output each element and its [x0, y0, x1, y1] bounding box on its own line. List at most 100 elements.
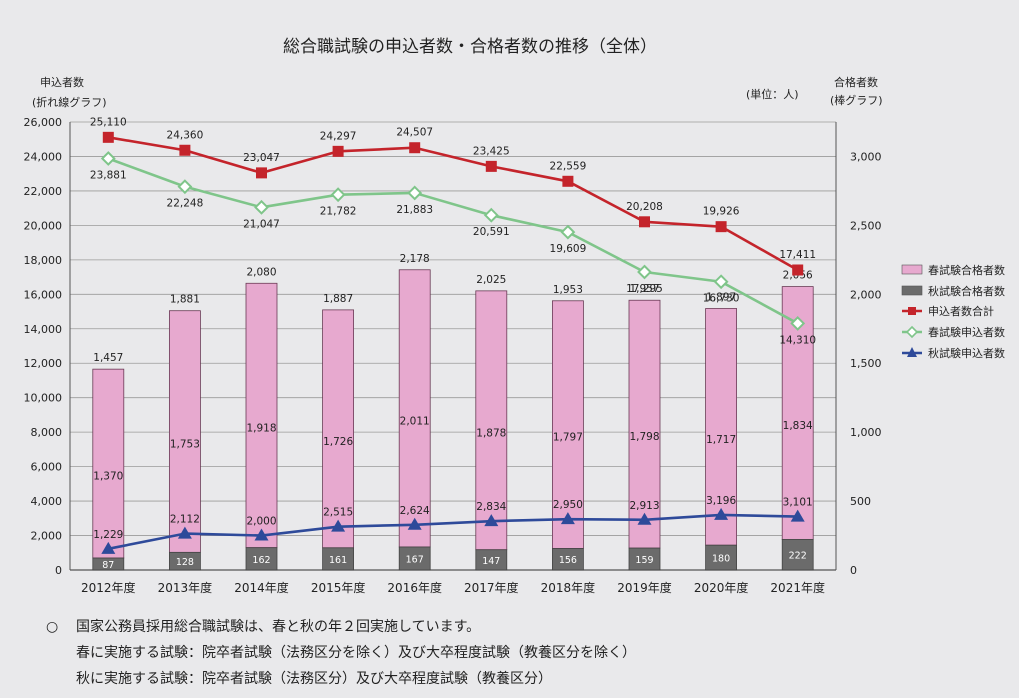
right-tick-label: 0 [850, 564, 857, 577]
note-text-1: 国家公務員採用総合職試験は、春と秋の年２回実施しています。 [76, 619, 481, 635]
bar-total-label: 1,897 [706, 292, 736, 304]
bar-total-label: 1,957 [629, 283, 659, 295]
series-line [107, 157, 799, 325]
left-tick-label: 0 [55, 564, 62, 577]
point-label: 23,047 [243, 152, 280, 164]
bar-autumn [168, 551, 201, 571]
left-tick-label: 18,000 [24, 254, 63, 267]
point-diamond [713, 274, 729, 290]
notes: ○ 国家公務員採用総合職試験は、春と秋の年２回実施しています。 春に実施する試験：… [46, 614, 636, 692]
point-label: 16,730 [703, 293, 740, 305]
left-tick-label: 10,000 [24, 392, 63, 405]
point-label: 1,229 [93, 529, 123, 541]
bar-total-label: 2,056 [783, 270, 813, 282]
point-label: 2,624 [400, 505, 430, 517]
bar-spring [245, 282, 278, 549]
point-diamond [254, 199, 269, 215]
series-line [108, 513, 798, 551]
point-diamond [637, 264, 652, 280]
point-square [639, 216, 650, 228]
point-triangle [254, 528, 269, 541]
point-label: 24,507 [396, 127, 433, 139]
point-triangle [714, 507, 729, 520]
right-tick-label: 2,000 [850, 288, 882, 301]
point-diamond [483, 207, 499, 223]
point-label: 2,112 [170, 514, 200, 526]
left-tick-label: 24,000 [24, 150, 63, 163]
bar-autumn [552, 548, 584, 571]
bar-total-label: 2,025 [476, 274, 506, 286]
x-tick-label: 2020年度 [694, 580, 749, 595]
point-triangle [177, 526, 192, 539]
point-diamond [790, 316, 806, 331]
bar-autumn-label: 161 [329, 555, 347, 566]
legend-label: 春試験合格者数 [928, 263, 1005, 277]
bar-autumn-label: 156 [559, 555, 577, 566]
bar-autumn-label: 87 [102, 560, 114, 571]
point-diamond [100, 151, 116, 166]
bar-autumn [322, 547, 355, 571]
bar-spring-label: 1,834 [783, 420, 813, 432]
point-diamond [177, 179, 193, 195]
point-triangle [637, 512, 652, 525]
point-diamond [330, 187, 346, 203]
point-label: 21,047 [243, 218, 280, 230]
right-tick-label: 1,500 [850, 357, 882, 370]
point-square [332, 145, 344, 157]
legend-label: 春試験申込者数 [928, 325, 1005, 339]
left-tick-label: 4,000 [31, 495, 63, 508]
point-label: 14,310 [779, 334, 816, 346]
bar-spring [628, 299, 661, 549]
point-triangle [407, 517, 422, 530]
point-diamond [560, 224, 576, 240]
legend-swatch [901, 264, 923, 275]
left-tick-label: 26,000 [24, 116, 63, 129]
bar-spring-label: 2,011 [400, 415, 430, 427]
bar-autumn-label: 167 [406, 554, 424, 565]
point-label: 20,208 [626, 201, 663, 213]
chart-title: 総合職試験の申込者数・合格者数の推移（全体） [283, 37, 657, 57]
series-line [108, 136, 799, 272]
bar-autumn-label: 180 [712, 554, 730, 565]
right-axis-label-2: (棒グラフ) [830, 93, 883, 107]
bar-spring [168, 310, 201, 553]
point-triangle [331, 519, 346, 532]
x-tick-label: 2018年度 [541, 580, 596, 595]
x-tick-label: 2016年度 [387, 580, 442, 595]
left-tick-label: 2,000 [31, 530, 63, 543]
bar-spring [322, 309, 355, 549]
point-label: 19,609 [550, 243, 587, 255]
point-triangle [484, 514, 499, 527]
point-square [715, 221, 727, 233]
point-label: 17,295 [626, 283, 663, 295]
left-tick-label: 14,000 [24, 323, 63, 336]
point-square [562, 175, 574, 187]
point-label: 24,297 [320, 130, 357, 142]
right-tick-label: 3,000 [850, 150, 882, 163]
bar-spring-label: 1,717 [706, 434, 736, 446]
left-tick-label: 20,000 [24, 219, 63, 232]
bar-total-label: 2,178 [400, 253, 430, 265]
point-label: 3,196 [706, 495, 736, 507]
bar-spring-label: 1,370 [93, 471, 123, 483]
bar-total-label: 2,080 [246, 266, 276, 278]
point-square [179, 144, 191, 156]
point-triangle [101, 541, 116, 554]
x-tick-label: 2014年度 [234, 580, 289, 595]
legend-swatch [901, 285, 923, 296]
left-tick-label: 16,000 [24, 288, 63, 301]
x-tick-label: 2017年度 [464, 580, 519, 595]
bar-autumn [781, 538, 814, 571]
bar-autumn [245, 547, 278, 571]
chart: 総合職試験の申込者数・合格者数の推移（全体） 申込者数 (折れ線グラフ) 合格者… [24, 37, 1006, 595]
right-tick-label: 2,500 [850, 219, 882, 232]
point-label: 23,425 [473, 145, 510, 157]
legend-marker [907, 347, 917, 357]
point-label: 24,360 [167, 129, 204, 141]
bar-spring [705, 308, 737, 546]
x-tick-label: 2013年度 [158, 580, 213, 595]
bar-autumn [705, 544, 737, 571]
point-square [102, 131, 114, 143]
point-label: 21,883 [396, 204, 433, 216]
